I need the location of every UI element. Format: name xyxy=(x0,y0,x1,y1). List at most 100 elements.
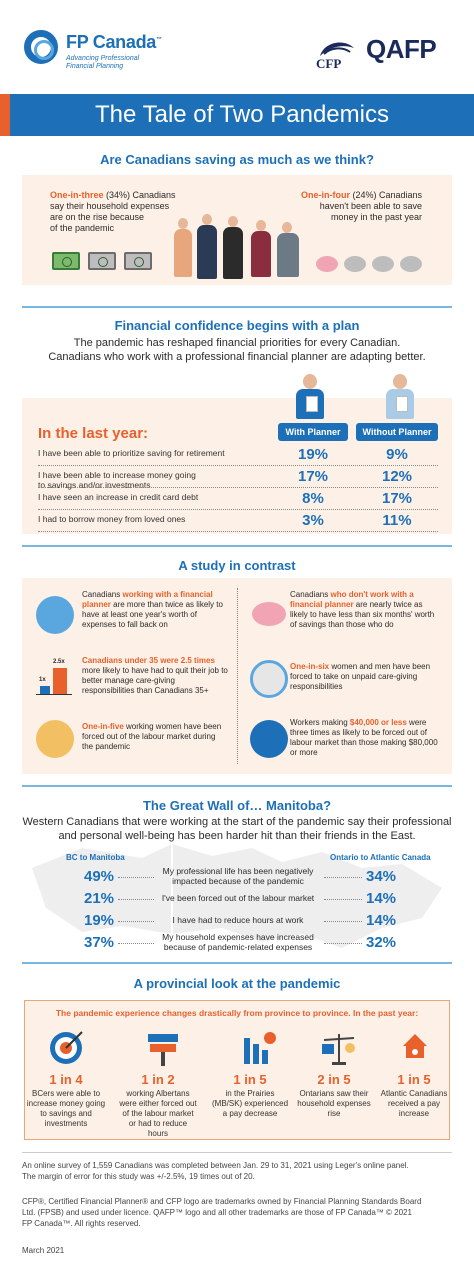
period-label: In the last year: xyxy=(38,425,149,442)
row-label: I had to borrow money from loved ones xyxy=(38,514,278,524)
row-divider xyxy=(38,465,438,466)
row-label-line: I have been able to prioritize saving fo… xyxy=(38,448,225,458)
dotted-connector xyxy=(118,921,154,922)
declining-bars-icon xyxy=(244,1032,276,1064)
contrast-heading: A study in contrast xyxy=(178,558,296,573)
brand-tagline: Advancing Professional Financial Planning xyxy=(66,55,140,70)
bar-axis xyxy=(36,694,72,695)
manitoba-row-line: because of pandemic-related expenses xyxy=(163,942,313,952)
with-planner-header: With Planner xyxy=(278,423,348,441)
provincial-desc: Ontarians saw their household expenses r… xyxy=(297,1089,371,1118)
provincial-stat: 1 in 5 xyxy=(397,1072,431,1087)
provincial-item: 1 in 5 in the Prairies (MB/SK) experience… xyxy=(210,1072,290,1119)
manitoba-row-line: My household expenses have increased xyxy=(162,932,314,942)
without-planner-value: 17% xyxy=(381,490,413,507)
row-label: I have seen an increase in credit card d… xyxy=(38,492,278,502)
fp-canada-logo-icon xyxy=(24,30,58,64)
manitoba-row-line: I've been forced out of the labour marke… xyxy=(161,893,315,903)
east-value: 34% xyxy=(366,868,397,885)
row-label-line: I have been able to increase money going xyxy=(38,470,196,480)
provincial-heading: A provincial look at the pandemic xyxy=(133,976,341,991)
manitoba-row-label: I've been forced out of the labour marke… xyxy=(150,893,326,903)
provincial-desc: in the Prairies (MB/SK) experienced a pa… xyxy=(211,1089,289,1118)
contrast-item-highlight: working with a financial planner xyxy=(82,590,213,609)
publish-date: March 2021 xyxy=(22,1246,65,1255)
bar-1x-label: 1x xyxy=(39,677,46,683)
contrast-item-post: were three times as likely to be forced … xyxy=(290,718,438,757)
confidence-intro: The pandemic has reshaped financial prio… xyxy=(48,337,426,363)
provincial-desc: working Albertans were either forced out… xyxy=(119,1089,197,1138)
contrast-item: One-in-six women and men have been force… xyxy=(290,662,440,692)
divider xyxy=(22,962,452,964)
without-planner-value: 12% xyxy=(381,468,413,485)
provincial-subheading: The pandemic experience changes drastica… xyxy=(55,1008,419,1018)
piggy-bank-gray-icon xyxy=(344,256,366,272)
dotted-connector xyxy=(118,943,154,944)
wheelchair-caregiver-icon xyxy=(250,660,288,698)
manitoba-row-line: impacted because of the pandemic xyxy=(172,876,304,886)
brand-name: FP Canada™ xyxy=(66,32,162,52)
money-gray-icon xyxy=(124,252,152,270)
row-label-line: I have seen an increase in credit card d… xyxy=(38,492,199,502)
east-region-label: Ontario to Atlantic Canada xyxy=(330,853,431,862)
house-money-icon xyxy=(403,1034,427,1058)
manitoba-row-label: My professional life has been negatively… xyxy=(150,866,326,886)
provincial-item: 1 in 5 Atlantic Canadians received a pay … xyxy=(374,1072,454,1119)
piggy-bank-gray-icon xyxy=(372,256,394,272)
manitoba-intro: Western Canadians that were working at t… xyxy=(22,816,452,842)
target-dart-icon xyxy=(50,1031,83,1064)
header: FP Canada™ Advancing Professional Financi… xyxy=(0,0,474,90)
contrast-item-highlight: $40,000 or less xyxy=(349,718,407,727)
manitoba-row-label: My household expenses have increased beca… xyxy=(150,932,326,952)
legal-note: CFP®, Certified Financial Planner® and C… xyxy=(22,1197,422,1228)
qafp-logo: QAFP xyxy=(366,34,437,64)
piggy-bank-gray-icon xyxy=(400,256,422,272)
with-planner-value: 3% xyxy=(302,512,324,529)
contrast-item-pre: Canadians xyxy=(290,590,331,599)
with-planner-value: 17% xyxy=(297,468,329,485)
contrast-item: Canadians under 35 were 2.5 times more l… xyxy=(82,656,228,696)
contrast-item-highlight: One-in-six xyxy=(290,662,330,671)
provincial-panel xyxy=(24,1000,450,1140)
east-value: 14% xyxy=(366,890,397,907)
dotted-connector xyxy=(324,877,362,878)
provincial-item: 1 in 2 working Albertans were either forc… xyxy=(118,1072,198,1139)
savings-stat: One-in-four (24%) Canadians haven't been… xyxy=(300,190,422,222)
contrast-item-highlight: One-in-five xyxy=(82,722,124,731)
contrast-item-post: are nearly twice as likely to have less … xyxy=(290,600,435,629)
row-label-line: I had to borrow money from loved ones xyxy=(38,514,186,524)
dotted-connector xyxy=(324,943,362,944)
without-planner-value: 9% xyxy=(386,446,408,463)
divider xyxy=(22,785,452,787)
survey-note: An online survey of 1,559 Canadians was … xyxy=(22,1161,409,1181)
bar-2-5x-label: 2.5x xyxy=(53,659,65,665)
piggy-bank-pink-icon xyxy=(316,256,338,272)
cfp-logo-text: CFP xyxy=(316,56,342,71)
page-title: The Tale of Two Pandemics xyxy=(95,101,389,128)
title-bar: The Tale of Two Pandemics xyxy=(0,94,474,136)
planner-person-icon xyxy=(36,596,74,634)
money-green-icon xyxy=(52,252,80,270)
manitoba-row-line: I have had to reduce hours at work xyxy=(172,915,304,925)
west-value: 37% xyxy=(84,934,115,951)
with-planner-value: 8% xyxy=(302,490,324,507)
row-label-line: to savings and/or investments xyxy=(38,480,151,490)
manitoba-heading: The Great Wall of… Manitoba? xyxy=(142,798,332,813)
west-value: 19% xyxy=(84,912,115,929)
contrast-divider xyxy=(237,588,238,764)
provincial-desc: BCers were able to increase money going … xyxy=(26,1089,106,1128)
without-planner-value: 11% xyxy=(382,512,412,529)
provincial-stat: 1 in 2 xyxy=(141,1072,175,1087)
west-region-label: BC to Manitoba xyxy=(66,853,125,862)
footer-divider xyxy=(22,1152,452,1153)
with-planner-value: 19% xyxy=(297,446,329,463)
manitoba-row-label: I have had to reduce hours at work xyxy=(150,915,326,925)
row-divider xyxy=(38,487,438,488)
east-value: 32% xyxy=(366,934,397,951)
provincial-stat: 1 in 5 xyxy=(233,1072,267,1087)
contrast-item-pre: Workers making xyxy=(290,718,350,727)
bar-2-5x xyxy=(53,668,67,694)
provincial-desc: Atlantic Canadians received a pay increa… xyxy=(380,1089,448,1118)
road-sign-icon xyxy=(148,1034,178,1066)
confidence-heading: Financial confidence begins with a plan xyxy=(114,318,360,333)
